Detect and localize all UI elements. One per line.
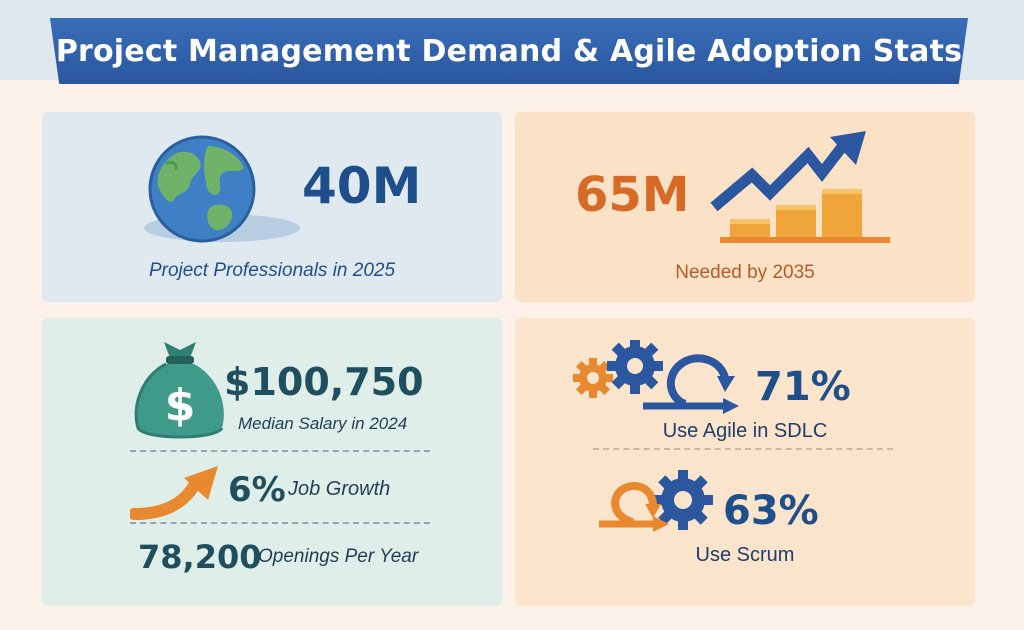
growth-label: Job Growth [288,478,391,500]
agile-panel: 71% Use Agile in SDLC 63% Use Scrum [515,318,975,606]
professionals-panel: 40M Project Professionals in 2025 [42,112,502,302]
upward-arrow-icon [130,466,218,520]
gears-cycle-icon [573,340,739,414]
needed-panel: 65M Needed by 2035 [515,112,975,302]
divider-1 [130,450,430,452]
salary-panel: $ $100,750 Median Salary in 2024 6% Job … [42,318,502,606]
page-title: Project Management Demand & Agile Adopti… [55,33,963,69]
openings-label: Openings Per Year [258,546,419,567]
scrum-cycle-icon [599,470,713,532]
agile-label: Use Agile in SDLC [662,420,828,442]
professionals-label: Project Professionals in 2025 [148,260,396,281]
money-bag-icon: $ [134,342,224,439]
scrum-value: 63% [723,488,819,534]
salary-value: $100,750 [224,360,424,404]
professionals-value: 40M [302,157,422,215]
divider-2 [130,522,430,524]
needed-label: Needed by 2035 [675,262,815,283]
openings-value: 78,200 [138,538,262,576]
salary-label: Median Salary in 2024 [238,414,408,433]
globe-icon [144,135,300,243]
growth-chart-icon [710,131,890,243]
title-banner: Project Management Demand & Agile Adopti… [50,18,968,84]
agile-value: 71% [755,364,851,410]
svg-text:$: $ [165,380,196,431]
growth-value: 6% [228,470,286,510]
scrum-label: Use Scrum [695,544,795,566]
divider-3 [593,448,893,450]
needed-value: 65M [575,167,690,223]
